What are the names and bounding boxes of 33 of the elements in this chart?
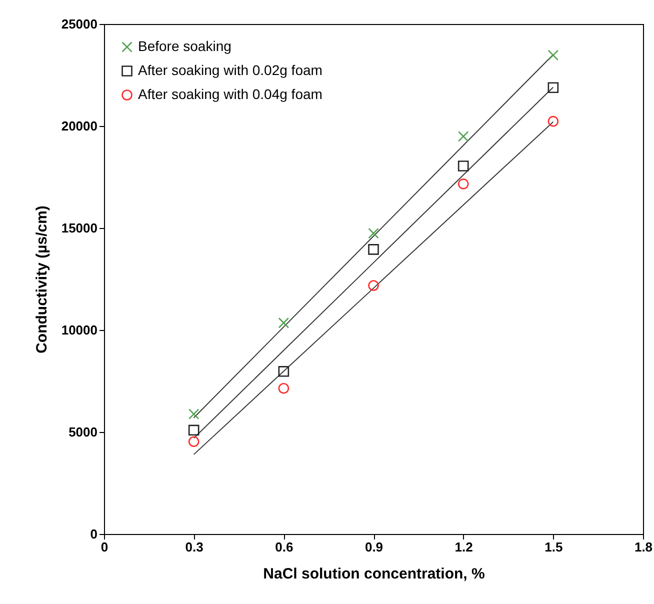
legend-label: After soaking with 0.04g foam <box>138 86 322 102</box>
point <box>548 116 559 127</box>
point <box>548 50 559 61</box>
x-tick-label: 1.8 <box>634 540 653 554</box>
x-tick-label: 1.2 <box>454 540 473 554</box>
y-tick-label: 20000 <box>61 118 98 134</box>
point <box>188 408 200 420</box>
point <box>368 244 379 255</box>
point <box>458 131 469 142</box>
point <box>368 280 379 291</box>
y-tick-label: 10000 <box>61 322 98 338</box>
x-axis-title: NaCl solution concentration, % <box>263 566 485 582</box>
y-tick-label: 15000 <box>61 220 98 236</box>
point <box>458 178 469 190</box>
point <box>278 382 290 394</box>
legend-label: After soaking with 0.02g foam <box>138 62 322 78</box>
x-tick-label: 0.9 <box>364 540 384 554</box>
x-tick-label: 0.6 <box>275 540 294 554</box>
point <box>548 82 559 94</box>
y-tick-label: 0 <box>90 526 98 542</box>
legend-label: Before soaking <box>138 38 232 54</box>
y-axis-title: Conductivity (µs/cm) <box>33 206 50 354</box>
y-tick-label: 5000 <box>68 424 98 440</box>
point <box>368 228 379 239</box>
point <box>278 317 290 328</box>
point <box>278 366 290 377</box>
point <box>458 160 469 172</box>
x-tick-label: 0.3 <box>185 540 204 554</box>
x-tick-label: 0 <box>100 540 108 554</box>
point <box>188 424 200 436</box>
y-tick-label: 25000 <box>61 16 98 32</box>
point <box>188 436 200 447</box>
x-tick-label: 1.5 <box>544 540 563 554</box>
